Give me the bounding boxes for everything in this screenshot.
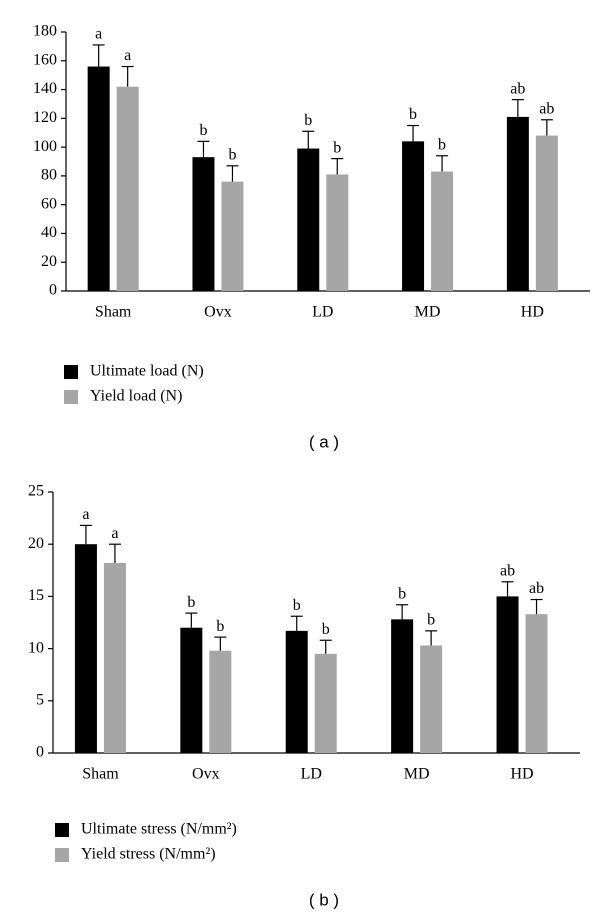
significance-letter: b bbox=[199, 122, 207, 139]
x-tick-label: MD bbox=[404, 766, 430, 783]
bar bbox=[431, 171, 454, 291]
y-tick-label: 160 bbox=[33, 51, 57, 68]
legend-label: Yield load (N) bbox=[90, 388, 182, 405]
bar bbox=[209, 650, 232, 753]
significance-letter: b bbox=[293, 597, 301, 614]
significance-letter: a bbox=[111, 525, 118, 542]
legend-swatch bbox=[64, 390, 78, 404]
x-tick-label: Ovx bbox=[192, 766, 220, 783]
bar bbox=[506, 116, 529, 292]
bar bbox=[192, 157, 215, 291]
legend-swatch bbox=[64, 365, 78, 379]
significance-letter: ab bbox=[539, 100, 554, 117]
y-tick-label: 140 bbox=[33, 80, 57, 97]
significance-letter: b bbox=[228, 146, 236, 163]
bar bbox=[285, 630, 308, 753]
significance-letter: b bbox=[304, 112, 312, 129]
bar bbox=[402, 141, 425, 291]
bar bbox=[116, 86, 139, 291]
significance-letter: ab bbox=[510, 80, 525, 97]
significance-letter: a bbox=[95, 26, 102, 43]
significance-letter: b bbox=[322, 621, 330, 638]
bar bbox=[535, 135, 558, 291]
legend-swatch bbox=[55, 848, 69, 862]
y-tick-label: 20 bbox=[28, 535, 44, 552]
y-tick-label: 80 bbox=[41, 167, 57, 184]
y-tick-label: 20 bbox=[41, 253, 57, 270]
significance-letter: a bbox=[124, 47, 131, 64]
x-tick-label: LD bbox=[312, 304, 333, 321]
legend-label: Ultimate load (N) bbox=[90, 363, 204, 380]
bar bbox=[420, 645, 443, 753]
x-tick-label: Sham bbox=[82, 766, 119, 783]
significance-letter: ab bbox=[529, 580, 544, 597]
y-tick-label: 0 bbox=[49, 282, 57, 299]
y-tick-label: 5 bbox=[36, 691, 44, 708]
significance-letter: b bbox=[438, 136, 446, 153]
bar bbox=[297, 148, 320, 291]
panel-label: ( b ) bbox=[309, 890, 339, 909]
bar bbox=[525, 614, 548, 753]
x-tick-label: Ovx bbox=[204, 304, 232, 321]
bar bbox=[103, 562, 126, 753]
y-tick-label: 100 bbox=[33, 138, 57, 155]
legend-label: Yield stress (N/mm²) bbox=[81, 846, 216, 863]
panel-label: ( a ) bbox=[309, 432, 339, 451]
significance-letter: b bbox=[216, 618, 224, 635]
bar bbox=[74, 544, 97, 753]
bar bbox=[496, 596, 519, 753]
bar bbox=[87, 66, 110, 292]
y-tick-label: 25 bbox=[28, 483, 44, 500]
bar bbox=[326, 174, 349, 291]
x-tick-label: MD bbox=[415, 304, 441, 321]
bar bbox=[314, 653, 337, 753]
y-tick-label: 60 bbox=[41, 195, 57, 212]
significance-letter: a bbox=[82, 506, 89, 523]
significance-letter: b bbox=[398, 585, 406, 602]
legend-swatch bbox=[55, 823, 69, 837]
y-tick-label: 15 bbox=[28, 587, 44, 604]
significance-letter: b bbox=[409, 106, 417, 123]
bar bbox=[221, 181, 244, 291]
x-tick-label: HD bbox=[510, 766, 533, 783]
bar bbox=[391, 619, 414, 753]
significance-letter: b bbox=[187, 594, 195, 611]
y-tick-label: 180 bbox=[33, 23, 57, 40]
y-tick-label: 0 bbox=[36, 744, 44, 761]
x-tick-label: Sham bbox=[95, 304, 132, 321]
legend-label: Ultimate stress (N/mm²) bbox=[81, 821, 237, 838]
significance-letter: b bbox=[333, 139, 341, 156]
significance-letter: b bbox=[427, 612, 435, 629]
x-tick-label: HD bbox=[521, 304, 544, 321]
significance-letter: ab bbox=[500, 562, 515, 579]
y-tick-label: 40 bbox=[41, 224, 57, 241]
bar bbox=[180, 627, 203, 753]
y-tick-label: 10 bbox=[28, 639, 44, 656]
y-tick-label: 120 bbox=[33, 109, 57, 126]
x-tick-label: LD bbox=[301, 766, 322, 783]
